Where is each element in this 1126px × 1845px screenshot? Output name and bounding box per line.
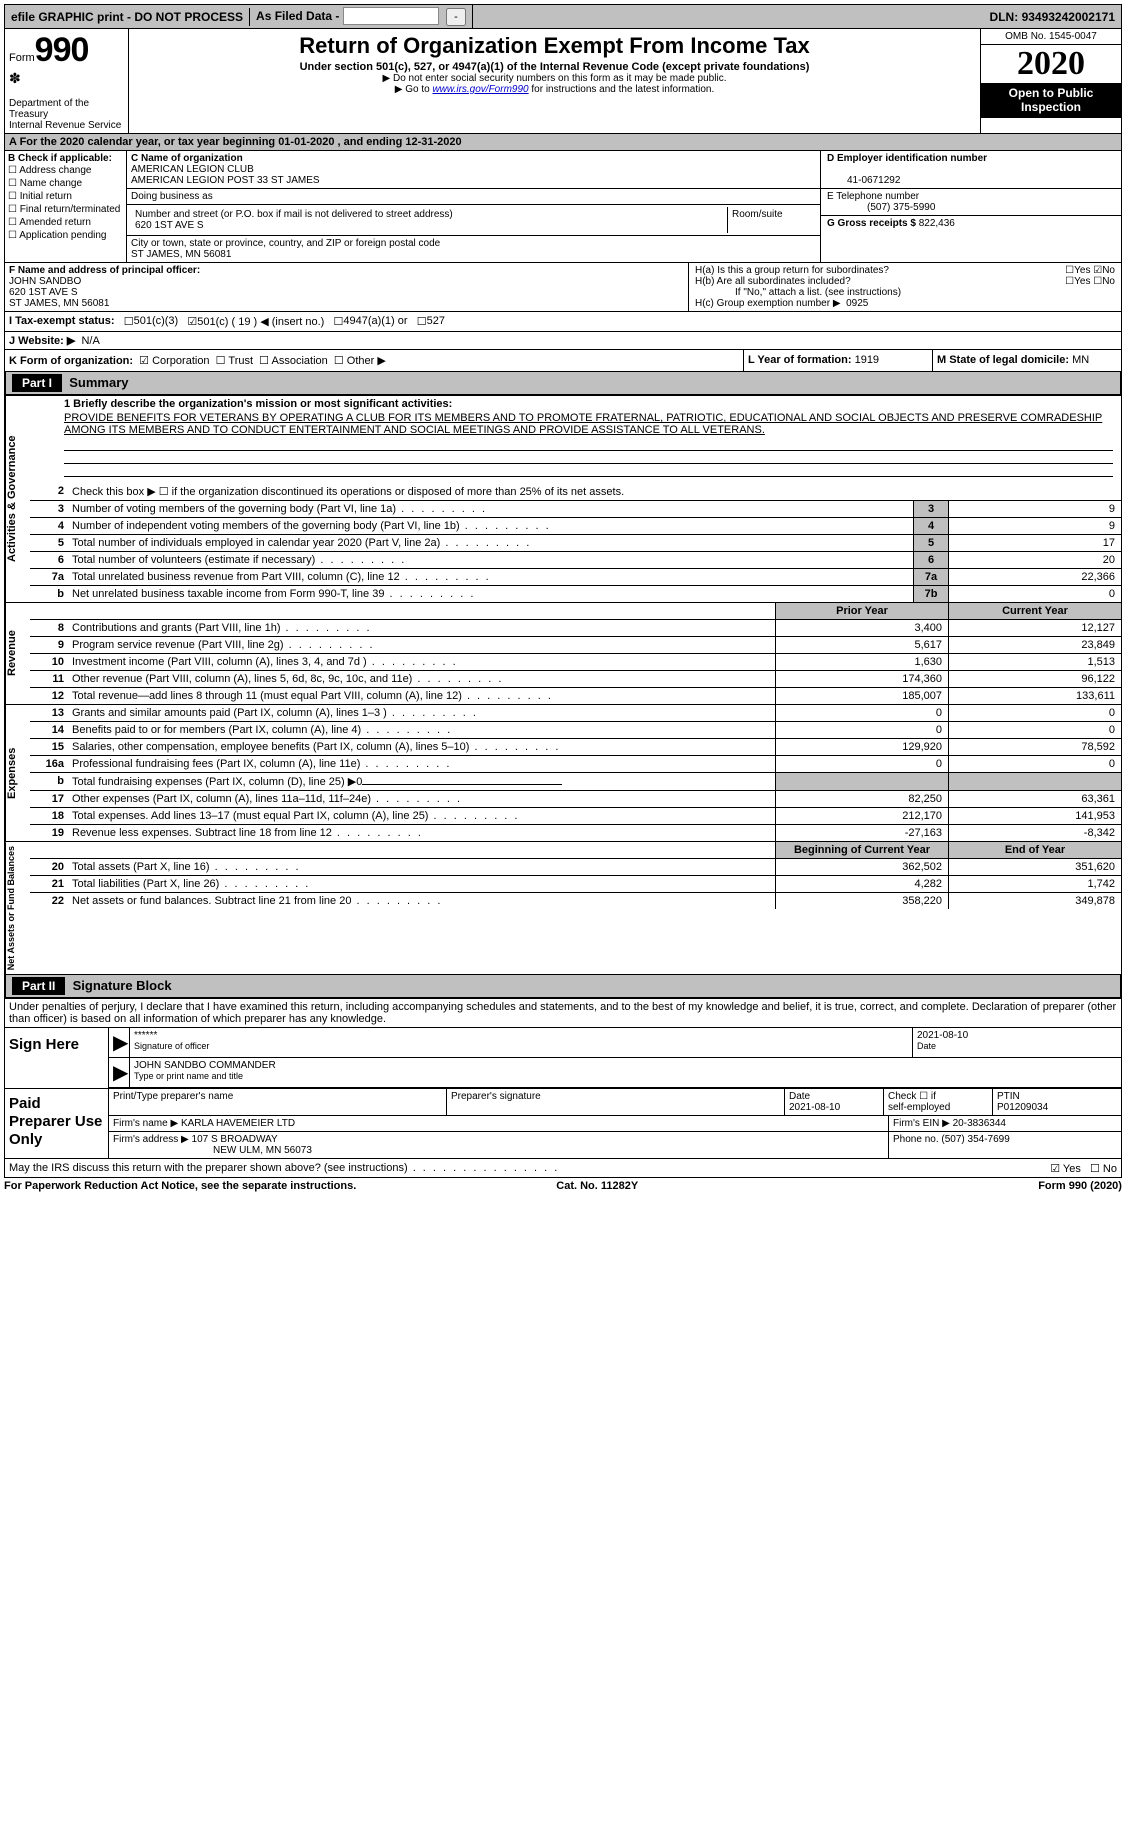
row-klm: K Form of organization: ☑ Corporation ☐ … xyxy=(4,350,1122,372)
col-deg: D Employer identification number41-06712… xyxy=(820,151,1121,262)
row-a-period: A For the 2020 calendar year, or tax yea… xyxy=(4,134,1122,151)
line-17: 17Other expenses (Part IX, column (A), l… xyxy=(30,791,1121,808)
omb-no: OMB No. 1545-0047 xyxy=(981,29,1121,45)
irs-form990-link[interactable]: www.irs.gov/Form990 xyxy=(432,84,528,95)
col-c-org: C Name of organization AMERICAN LEGION C… xyxy=(127,151,820,262)
principal-officer: F Name and address of principal officer:… xyxy=(5,263,689,311)
as-filed: As Filed Data - - xyxy=(250,5,473,28)
line-7a: 7a Total unrelated business revenue from… xyxy=(30,569,1121,586)
mission-text: PROVIDE BENEFITS FOR VETERANS BY OPERATI… xyxy=(30,412,1121,438)
col-b-checkboxes: B Check if applicable: ☐ Address change … xyxy=(5,151,127,262)
line-13: 13Grants and similar amounts paid (Part … xyxy=(30,705,1121,722)
form-title: Return of Organization Exempt From Incom… xyxy=(133,33,976,59)
line-22: 22Net assets or fund balances. Subtract … xyxy=(30,893,1121,909)
asfiled-button[interactable]: - xyxy=(446,8,466,26)
summary-netassets: Net Assets or Fund Balances Beginning of… xyxy=(4,842,1122,975)
summary-expenses: Expenses 13Grants and similar amounts pa… xyxy=(4,705,1122,842)
line-6: 6 Total number of volunteers (estimate i… xyxy=(30,552,1121,569)
line-18: 18Total expenses. Add lines 13–17 (must … xyxy=(30,808,1121,825)
line-10: 10Investment income (Part VIII, column (… xyxy=(30,654,1121,671)
line-8: 8Contributions and grants (Part VIII, li… xyxy=(30,620,1121,637)
summary-revenue: Revenue Prior YearCurrent Year 8Contribu… xyxy=(4,603,1122,705)
line-16a: 16aProfessional fundraising fees (Part I… xyxy=(30,756,1121,773)
topbar: efile GRAPHIC print - DO NOT PROCESS As … xyxy=(4,4,1122,29)
line-14: 14Benefits paid to or for members (Part … xyxy=(30,722,1121,739)
line-3: 3 Number of voting members of the govern… xyxy=(30,501,1121,518)
line-4: 4 Number of independent voting members o… xyxy=(30,518,1121,535)
line-11: 11Other revenue (Part VIII, column (A), … xyxy=(30,671,1121,688)
line-b: b Net unrelated business taxable income … xyxy=(30,586,1121,602)
asfiled-input[interactable] xyxy=(343,7,439,25)
line-9: 9Program service revenue (Part VIII, lin… xyxy=(30,637,1121,654)
hdr-mid: Return of Organization Exempt From Incom… xyxy=(129,29,980,133)
line-21: 21Total liabilities (Part X, line 26) 4,… xyxy=(30,876,1121,893)
efile-notice: efile GRAPHIC print - DO NOT PROCESS xyxy=(5,8,250,26)
part2-header: Part II Signature Block xyxy=(4,975,1122,999)
dln: DLN: 93493242002171 xyxy=(984,8,1121,26)
open-to-public: Open to Public Inspection xyxy=(981,83,1121,118)
row-i-status: I Tax-exempt status: ☐ 501(c)(3) ☑ 501(c… xyxy=(4,312,1122,332)
signature-block: Under penalties of perjury, I declare th… xyxy=(4,999,1122,1089)
identity-block: B Check if applicable: ☐ Address change … xyxy=(4,151,1122,263)
row-fh: F Name and address of principal officer:… xyxy=(4,263,1122,312)
row-j-website: J Website: ▶ N/A xyxy=(4,332,1122,350)
preparer-block: Paid Preparer Use Only Print/Type prepar… xyxy=(4,1089,1122,1159)
line-12: 12Total revenue—add lines 8 through 11 (… xyxy=(30,688,1121,704)
tax-year: 2020 xyxy=(981,45,1121,83)
part1-header: Part I Summary xyxy=(4,372,1122,396)
hdr-left: Form990 ✽ Department of the Treasury Int… xyxy=(5,29,129,133)
line-b: bTotal fundraising expenses (Part IX, co… xyxy=(30,773,1121,791)
discuss-row: May the IRS discuss this return with the… xyxy=(4,1159,1122,1178)
line-15: 15Salaries, other compensation, employee… xyxy=(30,739,1121,756)
hdr-right: OMB No. 1545-0047 2020 Open to Public In… xyxy=(980,29,1121,133)
page-footer: For Paperwork Reduction Act Notice, see … xyxy=(4,1178,1122,1192)
group-return: H(a) Is this a group return for subordin… xyxy=(689,263,1121,311)
line-19: 19Revenue less expenses. Subtract line 1… xyxy=(30,825,1121,841)
form-header: Form990 ✽ Department of the Treasury Int… xyxy=(4,29,1122,134)
line-20: 20Total assets (Part X, line 16) 362,502… xyxy=(30,859,1121,876)
summary-governance: Activities & Governance 1 Briefly descri… xyxy=(4,396,1122,603)
line-5: 5 Total number of individuals employed i… xyxy=(30,535,1121,552)
